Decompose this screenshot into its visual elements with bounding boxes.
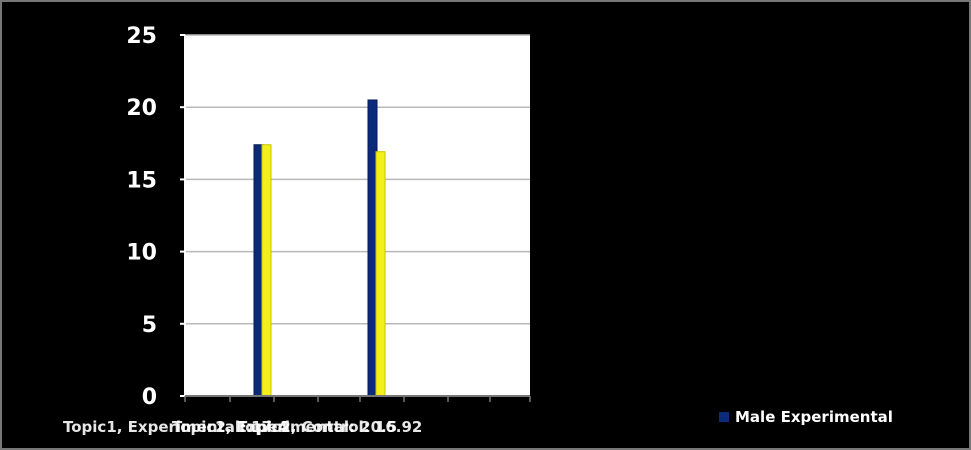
y-tick-label: 20 xyxy=(126,96,157,121)
legend-swatch-male-experimental xyxy=(719,412,729,422)
data-label: Topic1, Experimental: 17.4 xyxy=(63,418,288,436)
y-tick-label: 10 xyxy=(126,241,157,266)
y-tick-label: 5 xyxy=(142,313,157,338)
data-label: Topic2, Control: 16.92 xyxy=(237,418,422,436)
y-tick-label: 0 xyxy=(142,385,157,410)
bar-control-topic2 xyxy=(375,151,386,397)
legend-label-male-experimental: Male Experimental xyxy=(735,408,893,426)
data-label: Topic2, Experimental: 20.5 xyxy=(172,418,397,436)
legend: Male Experimental xyxy=(719,408,893,426)
y-tick-label: 15 xyxy=(126,168,157,193)
plot-area xyxy=(185,35,530,396)
y-tick-label: 25 xyxy=(126,24,157,49)
bar-control-topic1 xyxy=(261,144,272,397)
